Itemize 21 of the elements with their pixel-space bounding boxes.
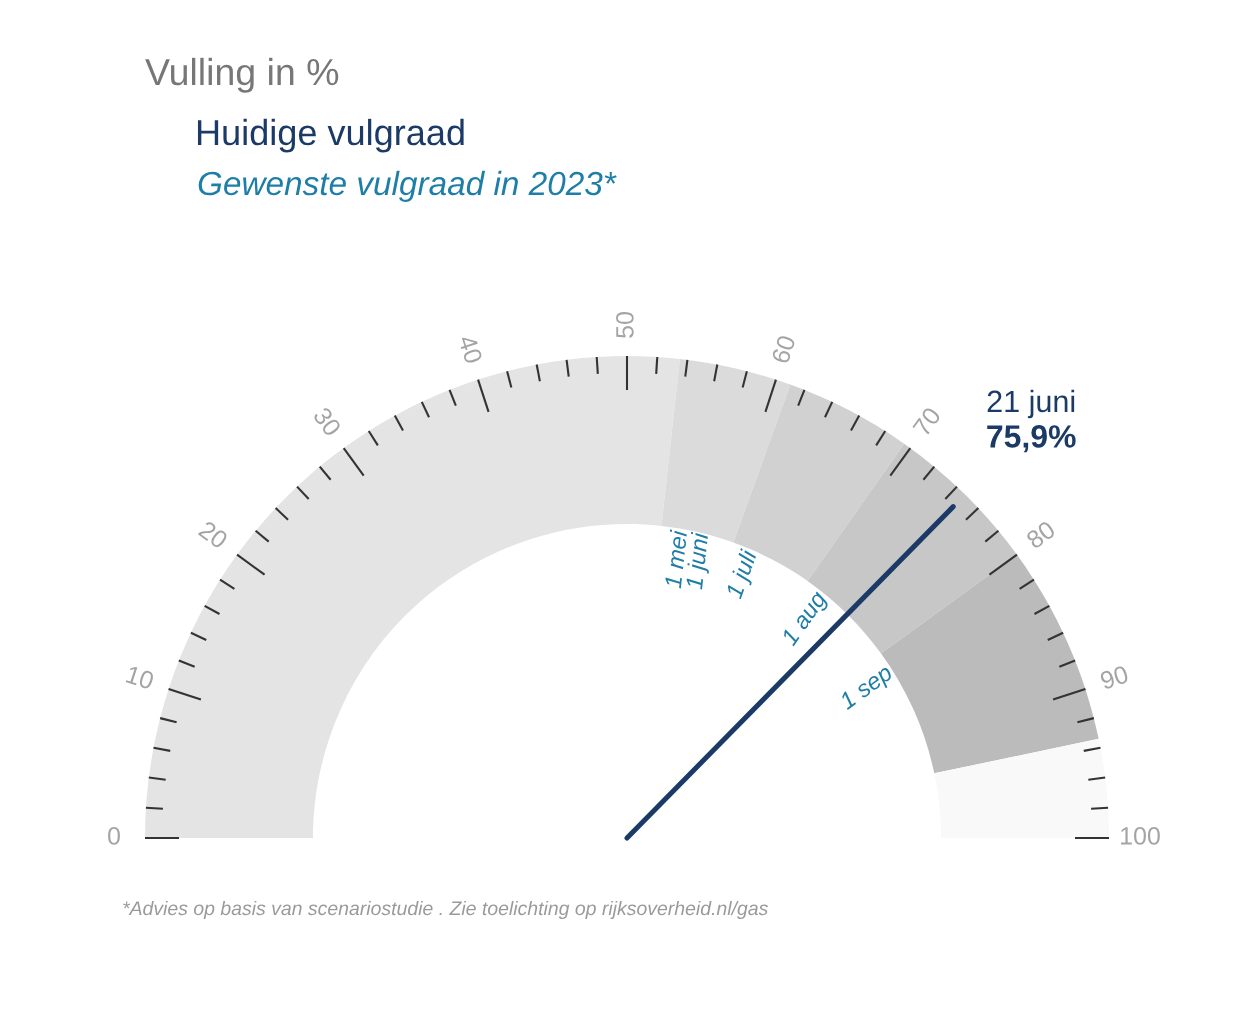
text: 30 <box>312 406 342 438</box>
text: 20 <box>197 520 229 550</box>
text: 70 <box>912 406 942 438</box>
text: 80 <box>1025 519 1057 550</box>
chart-title: Vulling in % <box>145 57 339 93</box>
text: *Advies op basis van scenariostudie . Zie toelichting op rijksoverheid.nl/gas <box>123 900 768 920</box>
slice-label: 1 juli <box>724 547 762 601</box>
slice-label: 1 mei 1 juni <box>663 529 714 591</box>
text: 10 <box>125 665 155 690</box>
text: 75,9% <box>987 425 1076 453</box>
text: 60 <box>771 334 796 365</box>
chart-subtitle: Huidige vulgraad <box>197 118 464 153</box>
slice-label: 1 aug <box>780 589 832 650</box>
slice-label: 1 sep <box>838 663 897 714</box>
text: 50 <box>616 312 634 338</box>
text: 21 juni <box>987 389 1075 419</box>
text: Gewenste vulgraad in 2023* <box>198 170 617 202</box>
text: 40 <box>457 334 483 365</box>
text: 100 <box>1121 827 1160 845</box>
text: 90 <box>1099 665 1130 690</box>
text: 0 <box>108 827 120 845</box>
